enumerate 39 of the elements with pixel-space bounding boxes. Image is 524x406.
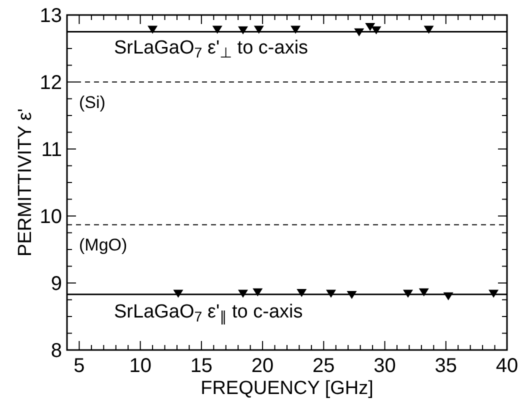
x-tick-label: 30 bbox=[374, 355, 396, 377]
legend-label: SrLaGaO$_{7}$ ε'$_{⊥}$ to c-axis bbox=[114, 38, 308, 62]
x-tick-label: 35 bbox=[434, 355, 458, 377]
point bbox=[365, 23, 376, 32]
x-tick-label: 25 bbox=[312, 355, 335, 377]
point bbox=[148, 26, 158, 34]
point bbox=[173, 290, 184, 298]
point bbox=[418, 288, 429, 296]
ref-line-label: (Si) bbox=[79, 93, 106, 112]
x-tick-label: 5 bbox=[74, 355, 85, 377]
point bbox=[488, 290, 499, 298]
point bbox=[371, 26, 382, 34]
x-tick-label: 15 bbox=[190, 355, 213, 377]
x-tick-label: 10 bbox=[129, 355, 152, 377]
point bbox=[346, 291, 357, 300]
point bbox=[296, 289, 307, 298]
y-tick-label: 12 bbox=[40, 72, 62, 94]
point bbox=[212, 26, 222, 34]
y-tick-label: 11 bbox=[41, 139, 62, 161]
point bbox=[238, 290, 248, 298]
x-axis-title: FREQUENCY [GHz] bbox=[200, 378, 374, 399]
x-tick-label: 40 bbox=[496, 355, 518, 377]
point bbox=[403, 290, 413, 298]
y-tick-label: 10 bbox=[40, 206, 62, 228]
y-tick-label: 8 bbox=[50, 340, 62, 362]
point bbox=[254, 26, 264, 34]
point bbox=[252, 288, 263, 296]
point bbox=[326, 290, 336, 298]
x-tick-label: 20 bbox=[251, 355, 274, 377]
series-label: SrLaGaO$_{7}$ ε'$_{∥}$ to c-axis bbox=[114, 302, 303, 326]
point bbox=[238, 26, 248, 34]
y-axis-title: PERMITTIVITY ε' bbox=[15, 108, 36, 256]
y-tick-label: 13 bbox=[40, 5, 62, 27]
y-tick-label: 9 bbox=[50, 273, 62, 295]
point bbox=[443, 292, 454, 300]
ref-line-label: (MgO) bbox=[79, 236, 128, 255]
point bbox=[290, 26, 301, 34]
point bbox=[424, 26, 434, 34]
point bbox=[354, 28, 364, 36]
